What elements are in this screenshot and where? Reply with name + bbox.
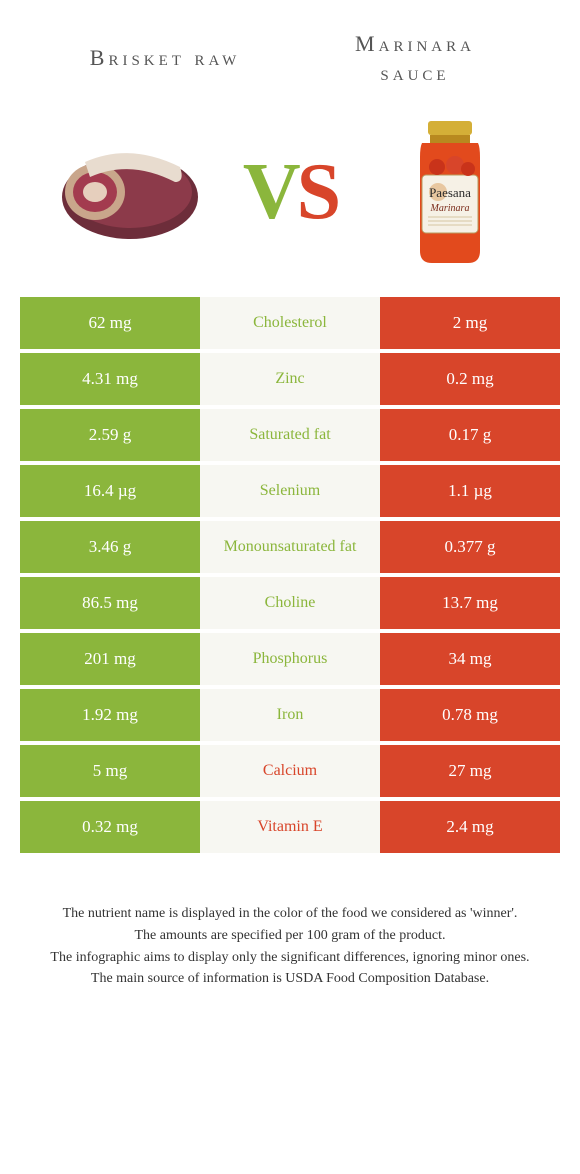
nutrient-label-cell: Zinc [200,353,380,405]
right-food-title: Marinara sauce [290,30,540,87]
brisket-image [50,137,210,247]
footnote-line-4: The main source of information is USDA F… [30,968,550,990]
jar-brand-text: Paesana [429,185,471,200]
left-food-title: Brisket raw [40,44,290,73]
right-value-cell: 2.4 mg [380,801,560,853]
table-row: 1.92 mgIron0.78 mg [20,689,560,741]
left-value-cell: 0.32 mg [20,801,200,853]
table-row: 5 mgCalcium27 mg [20,745,560,797]
vs-v: V [243,148,297,236]
left-value-cell: 62 mg [20,297,200,349]
table-row: 62 mgCholesterol2 mg [20,297,560,349]
table-row: 4.31 mgZinc0.2 mg [20,353,560,405]
right-value-cell: 2 mg [380,297,560,349]
vs-s: S [297,148,338,236]
nutrient-label-cell: Choline [200,577,380,629]
footnote-line-3: The infographic aims to display only the… [30,947,550,969]
jar-icon: Paesana Marinara [400,117,500,267]
left-value-cell: 5 mg [20,745,200,797]
brisket-icon [55,137,205,247]
table-row: 0.32 mgVitamin E2.4 mg [20,801,560,853]
right-value-cell: 0.377 g [380,521,560,573]
infographic-root: Brisket raw Marinara sauce VS [0,0,580,1030]
left-value-cell: 1.92 mg [20,689,200,741]
right-value-cell: 27 mg [380,745,560,797]
jar-sub-text: Marinara [430,203,470,214]
table-row: 201 mgPhosphorus34 mg [20,633,560,685]
footnote-block: The nutrient name is displayed in the co… [20,903,560,1030]
table-row: 86.5 mgCholine13.7 mg [20,577,560,629]
hero-row: VS Paesana Marinara [20,97,560,297]
nutrient-label-cell: Calcium [200,745,380,797]
title-row: Brisket raw Marinara sauce [20,0,560,97]
left-value-cell: 16.4 µg [20,465,200,517]
footnote-line-1: The nutrient name is displayed in the co… [30,903,550,925]
left-value-cell: 86.5 mg [20,577,200,629]
left-value-cell: 3.46 g [20,521,200,573]
table-row: 3.46 gMonounsaturated fat0.377 g [20,521,560,573]
right-value-cell: 0.17 g [380,409,560,461]
left-value-cell: 201 mg [20,633,200,685]
marinara-jar-image: Paesana Marinara [370,117,530,267]
nutrient-label-cell: Saturated fat [200,409,380,461]
right-value-cell: 13.7 mg [380,577,560,629]
right-food-title-line2: sauce [380,60,449,85]
nutrient-label-cell: Selenium [200,465,380,517]
footnote-line-2: The amounts are specified per 100 gram o… [30,925,550,947]
vs-label: VS [243,147,337,238]
nutrient-label-cell: Phosphorus [200,633,380,685]
table-row: 2.59 gSaturated fat0.17 g [20,409,560,461]
nutrient-label-cell: Iron [200,689,380,741]
comparison-table: 62 mgCholesterol2 mg4.31 mgZinc0.2 mg2.5… [20,297,560,853]
table-row: 16.4 µgSelenium1.1 µg [20,465,560,517]
right-value-cell: 1.1 µg [380,465,560,517]
right-value-cell: 34 mg [380,633,560,685]
left-value-cell: 2.59 g [20,409,200,461]
right-value-cell: 0.2 mg [380,353,560,405]
right-food-title-line1: Marinara [355,31,475,56]
nutrient-label-cell: Monounsaturated fat [200,521,380,573]
left-value-cell: 4.31 mg [20,353,200,405]
nutrient-label-cell: Cholesterol [200,297,380,349]
nutrient-label-cell: Vitamin E [200,801,380,853]
right-value-cell: 0.78 mg [380,689,560,741]
